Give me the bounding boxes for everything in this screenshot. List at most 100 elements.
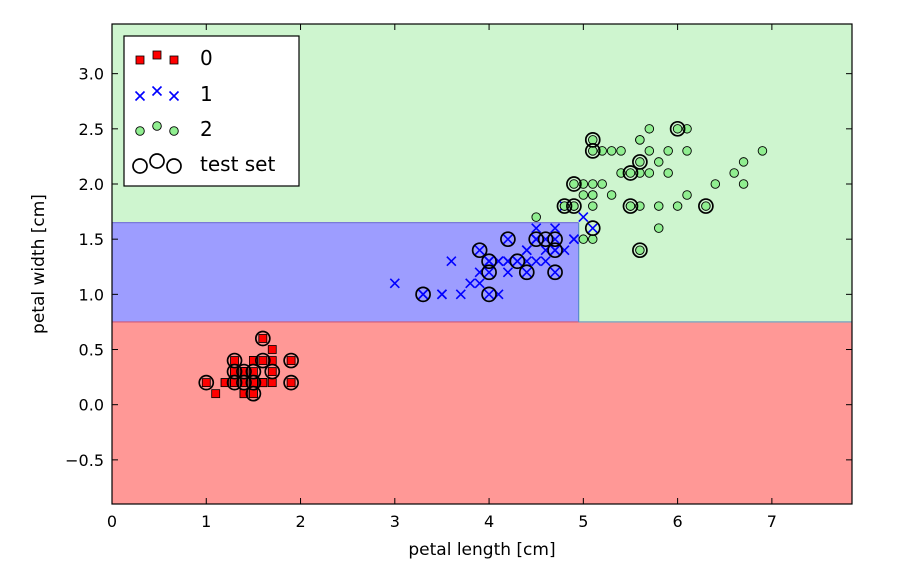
point-test-set — [226, 374, 243, 391]
legend-marker — [166, 158, 182, 174]
region-class-0 — [112, 321, 852, 504]
y-tick-label: 2.0 — [79, 175, 104, 194]
legend: 0 1 2 test set — [123, 35, 300, 187]
point-class-2 — [644, 146, 655, 156]
y-axis-ticks: −0.5 0.0 0.5 1.0 1.5 2.0 2.5 3.0 — [65, 65, 852, 470]
legend-marker — [135, 126, 145, 136]
point-class-2 — [635, 245, 645, 255]
point-test-set — [236, 374, 252, 391]
point-test-set — [226, 363, 243, 380]
point-class-1 — [568, 234, 579, 245]
point-class-1 — [436, 289, 448, 300]
point-class-0 — [220, 378, 230, 388]
y-tick-label: 3.0 — [79, 65, 104, 84]
x-axis-label: petal length [cm] — [408, 540, 555, 560]
point-class-2 — [654, 223, 664, 233]
point-class-2 — [701, 201, 711, 211]
point-test-set — [481, 286, 497, 303]
point-class-2 — [757, 146, 768, 156]
point-class-1 — [521, 245, 532, 256]
y-tick-label: 0.0 — [79, 396, 104, 415]
point-class-1 — [502, 234, 513, 245]
point-class-1 — [587, 223, 598, 234]
series-test-set — [198, 120, 714, 402]
point-test-set — [547, 264, 563, 281]
point-class-1 — [512, 256, 523, 267]
point-class-2 — [738, 157, 749, 167]
legend-marker — [168, 90, 180, 102]
point-class-2 — [531, 212, 541, 222]
point-class-1 — [484, 256, 495, 267]
point-class-1 — [389, 278, 400, 289]
point-class-2 — [588, 179, 598, 189]
point-test-set — [566, 198, 582, 214]
x-tick-label: 2 — [295, 512, 305, 531]
point-class-0 — [201, 378, 211, 388]
point-class-0 — [267, 345, 277, 354]
legend-marker — [152, 50, 162, 60]
point-class-1 — [549, 245, 561, 256]
legend-label: 1 — [200, 82, 213, 106]
point-class-2 — [644, 124, 655, 134]
legend-label: test set — [200, 152, 275, 176]
point-class-2 — [588, 146, 598, 156]
x-tick-label: 1 — [201, 512, 211, 531]
legend-marker — [149, 153, 165, 169]
plot-frame — [111, 23, 853, 505]
point-test-set — [245, 385, 262, 402]
legend-label: 0 — [200, 46, 213, 70]
point-test-set — [556, 198, 573, 214]
point-test-set — [415, 286, 431, 303]
x-tick-label: 6 — [673, 512, 683, 531]
y-tick-label: 1.5 — [79, 230, 104, 249]
point-test-set — [481, 253, 497, 270]
point-test-set — [245, 374, 262, 391]
point-class-1 — [549, 267, 561, 278]
point-class-0 — [267, 367, 277, 376]
y-tick-label: −0.5 — [65, 451, 104, 470]
x-tick-label: 7 — [767, 512, 777, 531]
point-class-0 — [258, 356, 268, 365]
legend-entry-0: 0 — [135, 46, 213, 70]
point-class-2 — [654, 201, 664, 211]
point-class-0 — [267, 378, 277, 388]
x-tick-label: 4 — [484, 512, 494, 531]
point-test-set — [471, 242, 488, 259]
legend-entry-test-set: test set — [132, 152, 275, 176]
point-class-1 — [502, 267, 513, 278]
point-test-set — [669, 120, 686, 137]
point-class-2 — [578, 190, 589, 200]
point-class-2 — [616, 146, 626, 156]
x-axis-ticks: 0 1 2 3 4 5 6 7 — [107, 24, 777, 531]
point-class-1 — [521, 267, 532, 278]
point-test-set — [537, 231, 554, 248]
point-test-set — [481, 264, 497, 281]
point-class-0 — [258, 378, 268, 388]
decision-regions — [112, 24, 852, 504]
point-class-0 — [230, 356, 239, 365]
point-class-2 — [682, 146, 692, 156]
point-test-set — [254, 352, 271, 369]
point-class-2 — [672, 124, 683, 134]
x-tick-label: 3 — [390, 512, 400, 531]
legend-marker — [134, 90, 146, 102]
point-test-set — [632, 242, 648, 259]
point-test-set — [283, 352, 299, 369]
point-test-set — [283, 374, 299, 391]
legend-marker — [169, 126, 179, 136]
point-class-2 — [710, 179, 721, 189]
point-test-set — [264, 363, 281, 380]
point-class-2 — [588, 190, 598, 200]
legend-entry-1: 1 — [134, 82, 213, 106]
point-class-2 — [644, 168, 655, 178]
point-class-1 — [549, 223, 561, 234]
point-class-2 — [663, 168, 673, 178]
point-class-1 — [418, 289, 429, 300]
point-test-set — [698, 198, 714, 214]
point-class-2 — [682, 190, 692, 200]
point-test-set — [509, 253, 526, 270]
point-class-1 — [484, 289, 495, 300]
point-class-0 — [249, 389, 258, 399]
point-class-2 — [569, 179, 579, 189]
